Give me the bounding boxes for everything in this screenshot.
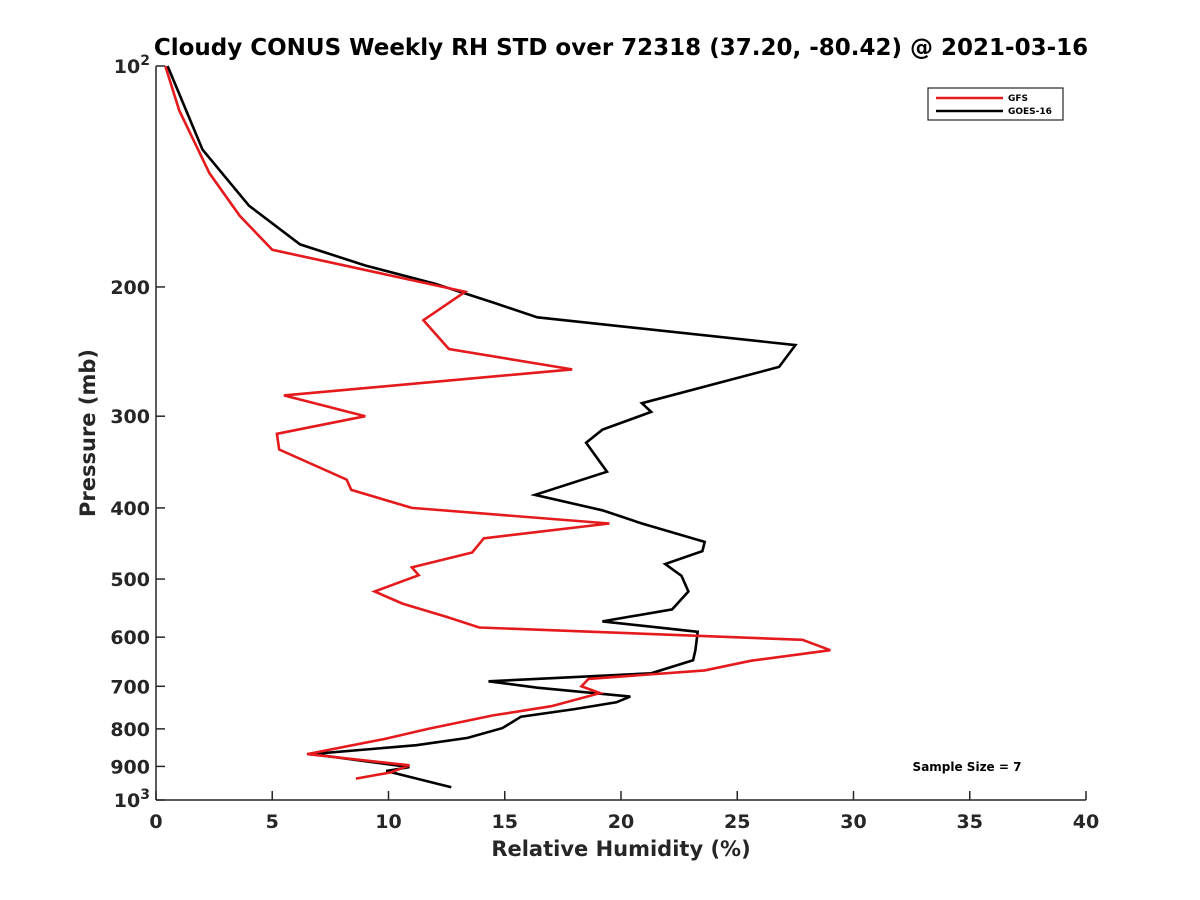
legend-label: GFS — [1008, 94, 1028, 104]
series-line-gfs — [164, 65, 831, 780]
legend: GFS GOES-16 — [927, 87, 1064, 121]
y-tick-label: 103 — [114, 787, 150, 812]
legend-box — [927, 87, 1064, 121]
y-tick-label: 300 — [110, 406, 150, 428]
x-tick-label: 5 — [266, 811, 279, 833]
sample-size-annotation: Sample Size = 7 — [913, 760, 1022, 774]
y-tick-label: 800 — [110, 719, 150, 741]
y-axis-label: Pressure (mb) — [76, 349, 100, 517]
y-tick-label: 600 — [110, 627, 150, 649]
y-tick-label: 200 — [110, 277, 150, 299]
x-tick-label: 0 — [149, 811, 162, 833]
y-tick-label: 900 — [110, 756, 150, 778]
axes: 0 5 10 15 20 25 30 35 40 102 200 300 400 500 600 700 800… — [110, 53, 1099, 833]
legend-label: GOES-16 — [1008, 107, 1052, 117]
y-tick-label: 400 — [110, 498, 150, 520]
y-tick-label: 700 — [110, 676, 150, 698]
series-line-goes-16 — [166, 65, 798, 789]
x-axis-label: Relative Humidity (%) — [491, 837, 750, 861]
x-tick-label: 35 — [957, 811, 983, 833]
x-tick-label: 40 — [1073, 811, 1099, 833]
x-tick-label: 30 — [840, 811, 866, 833]
chart-title: Cloudy CONUS Weekly RH STD over 72318 (3… — [154, 35, 1088, 61]
series-layer — [164, 65, 831, 789]
y-tick-label: 500 — [110, 569, 150, 591]
y-tick-label: 102 — [114, 53, 150, 78]
x-tick-label: 25 — [724, 811, 750, 833]
x-tick-label: 10 — [375, 811, 401, 833]
x-tick-label: 15 — [492, 811, 518, 833]
x-tick-label: 20 — [608, 811, 634, 833]
